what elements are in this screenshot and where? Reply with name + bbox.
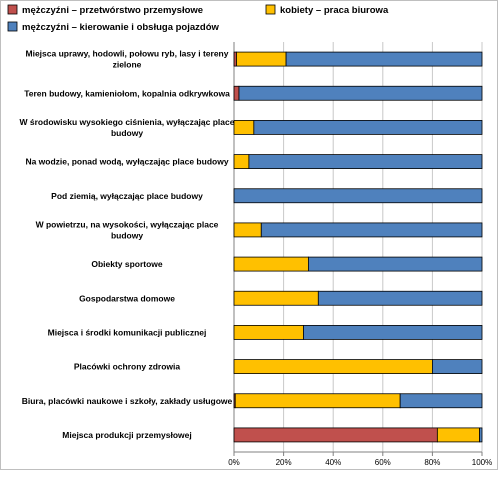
x-axis-ticks: 0% 20% 40% 60% 80% 100% xyxy=(228,458,492,467)
category-label: Pod ziemią, wyłączając place budowy xyxy=(51,191,203,201)
legend: mężczyźni – przetwórstwo przemysłowe kobi… xyxy=(7,4,389,33)
grid-layer xyxy=(233,42,483,456)
bar-segment xyxy=(233,256,309,272)
category-label: Miejsca i środki komunikacji publicznej xyxy=(48,327,207,337)
category-label: Miejsca uprawy, hodowli, połowu ryb, las… xyxy=(26,49,229,59)
category-label: budowy xyxy=(111,230,143,240)
category-label: Obiekty sportowe xyxy=(91,259,163,269)
bar-segment xyxy=(233,188,483,204)
legend-swatch xyxy=(7,4,18,15)
bar-segment xyxy=(233,154,250,169)
bar-segment xyxy=(233,120,255,135)
legend-swatch xyxy=(265,4,276,15)
bar-segment xyxy=(317,290,483,306)
bar-segment xyxy=(248,154,483,169)
x-tick-label: 40% xyxy=(325,458,341,467)
bar-segment xyxy=(233,222,262,238)
bar-segment xyxy=(233,359,433,374)
category-label: Gospodarstwa domowe xyxy=(79,293,175,303)
category-label: budowy xyxy=(111,128,143,138)
bar-segment xyxy=(285,51,483,67)
bar-segment xyxy=(236,51,287,67)
category-label: Biura, placówki naukowe i szkoły, zakład… xyxy=(22,396,233,406)
bar-segment xyxy=(233,85,240,101)
bar-segment xyxy=(238,85,483,101)
legend-label: mężczyźni – kierowanie i obsługa pojazdó… xyxy=(22,22,220,33)
bar-segment xyxy=(233,427,438,443)
bar-segment xyxy=(431,359,483,374)
category-label: Teren budowy, kamieniołom, kopalnia odkr… xyxy=(24,88,230,98)
bar-segment xyxy=(234,393,401,409)
bar-segment xyxy=(436,427,480,443)
x-tick-label: 20% xyxy=(276,458,292,467)
bar-segment xyxy=(233,325,304,340)
bar-segment xyxy=(253,120,483,135)
bar-segment xyxy=(307,256,483,272)
x-tick-label: 80% xyxy=(424,458,440,467)
bar-segment xyxy=(260,222,483,238)
bar-segment xyxy=(399,393,483,409)
bar-segment xyxy=(303,325,483,340)
legend-swatch xyxy=(7,21,18,32)
category-label: Placówki ochrony zdrowia xyxy=(74,362,181,372)
x-tick-label: 60% xyxy=(375,458,391,467)
bar-segment xyxy=(233,290,319,306)
bars-layer xyxy=(233,51,483,443)
category-label: Miejsca produkcji przemysłowej xyxy=(62,430,191,440)
bar-segment xyxy=(479,427,483,443)
x-tick-label: 100% xyxy=(472,458,492,467)
category-labels: Miejsca uprawy, hodowli, połowu ryb, las… xyxy=(20,49,235,440)
category-label: zielone xyxy=(113,60,142,70)
x-tick-label: 0% xyxy=(228,458,240,467)
category-label: W środowisku wysokiego ciśnienia, wyłącz… xyxy=(20,117,235,127)
category-label: Na wodzie, ponad wodą, wyłączając place … xyxy=(25,157,228,167)
category-label: W powietrzu, na wysokości, wyłączając pl… xyxy=(36,219,219,229)
legend-label: mężczyźni – przetwórstwo przemysłowe xyxy=(22,5,203,16)
legend-label: kobiety – praca biurowa xyxy=(280,5,389,16)
